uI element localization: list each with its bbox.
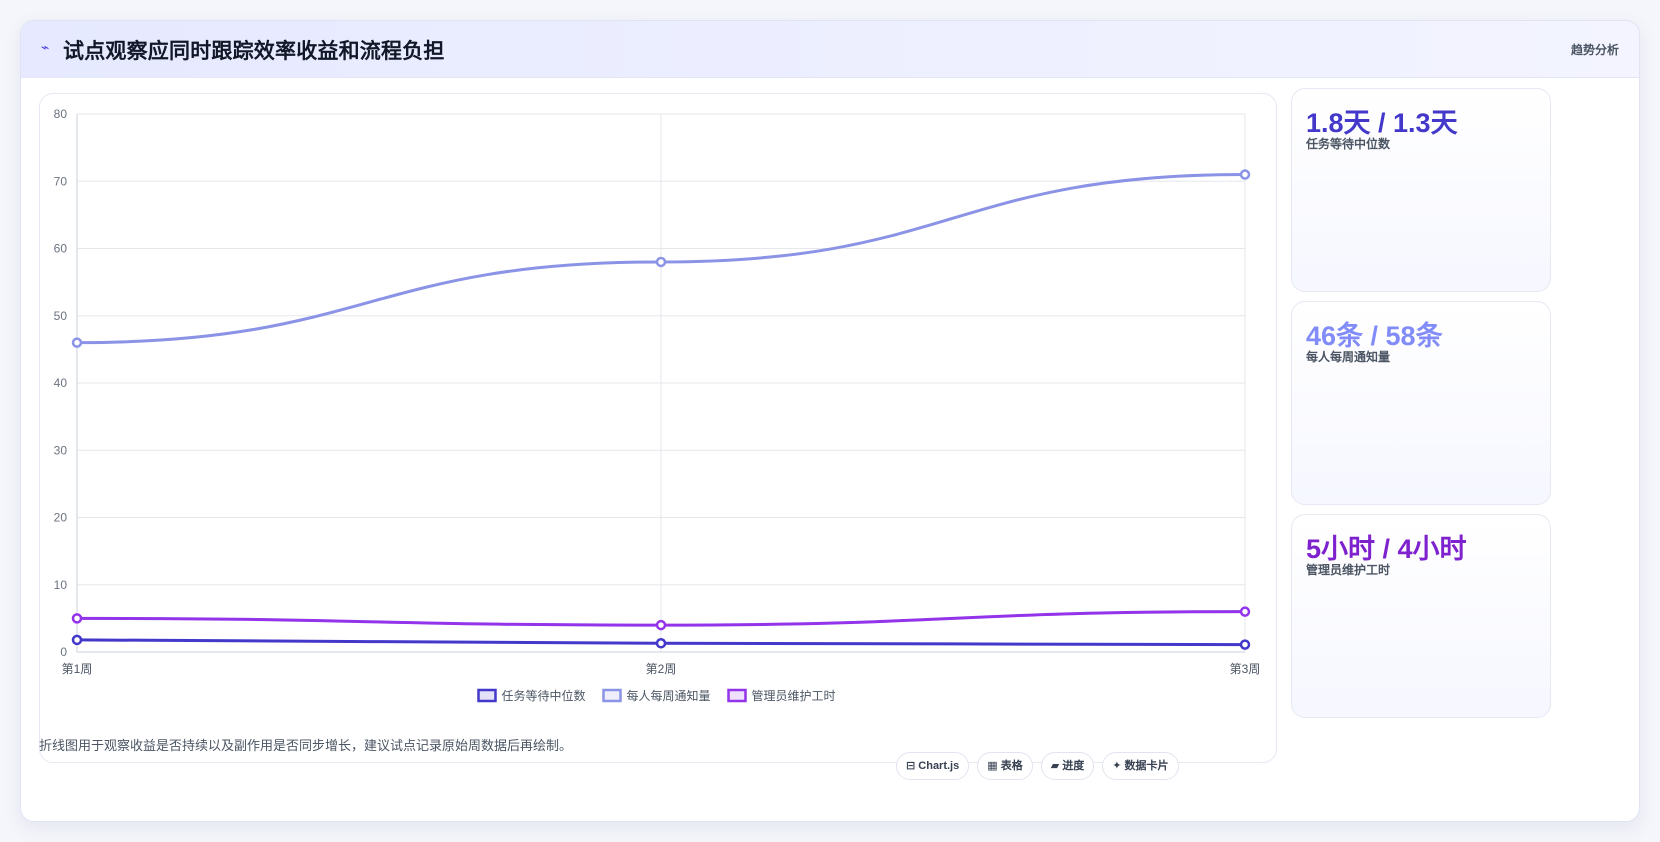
metric-card-admin-hours: 5小时 / 4小时 管理员维护工时 [1291,514,1551,718]
pill-data-card[interactable]: ✦ 数据卡片 [1102,752,1179,780]
footer-note: 折线图用于观察收益是否持续以及副作用是否同步增长，建议试点记录原始周数据后再绘制… [39,738,573,753]
pill-progress[interactable]: ▰ 进度 [1040,752,1095,780]
data-point [655,638,667,649]
y-tick-label: 0 [60,645,67,659]
y-tick-label: 50 [54,309,68,323]
sparkline-icon: ⌁ [41,39,50,55]
data-point [1239,639,1251,650]
data-point [71,337,83,348]
data-point [71,634,83,646]
legend-swatch [602,688,622,703]
x-tick-label: 第1周 [62,662,93,676]
metric-card-wait: 1.8天 / 1.3天 任务等待中位数 [1291,88,1551,292]
metric-label: 任务等待中位数 [1306,137,1391,151]
data-point [1239,169,1251,180]
chart-panel: 0 10 20 30 40 50 60 70 80 第1周 第2周 第3周任务等待中位数 每人每周通知量… [39,93,1277,763]
metric-label: 管理员维护工时 [1306,563,1391,577]
metric-value: 5小时 / 4小时 [1306,534,1467,564]
data-point [655,256,667,268]
tool-pills: ⊟ Chart.js ▦ 表格 ▰ 进度 ✦ 数据卡片 [896,752,1179,780]
metric-value: 1.8天 / 1.3天 [1306,108,1458,138]
pill-table[interactable]: ▦ 表格 [977,752,1033,780]
legend-label: 每人每周通知量 [627,688,711,703]
x-tick-label: 第3周 [1230,662,1261,676]
legend-swatch [727,688,747,703]
trend-analysis-tag: 趋势分析 [1570,43,1619,57]
y-tick-label: 30 [54,443,68,457]
y-tick-label: 20 [54,511,68,525]
y-tick-label: 40 [54,376,68,390]
data-point [655,619,667,631]
metric-label: 每人每周通知量 [1306,350,1391,364]
data-point [1239,606,1251,617]
trend-card: ⌁ 试点观察应同时跟踪效率收益和流程负担 趋势分析 0 10 20 30 40 50 60 7… [20,20,1640,822]
y-tick-label: 80 [54,107,68,121]
pill-label: Chart.js [918,760,960,772]
pill-label: 进度 [1062,760,1085,772]
card-header: ⌁ 试点观察应同时跟踪效率收益和流程负担 趋势分析 [21,21,1639,78]
legend-swatch [477,688,497,703]
pill-chartjs[interactable]: ⊟ Chart.js [896,752,970,780]
metric-value: 46条 / 58条 [1306,321,1443,351]
metric-card-notifications: 46条 / 58条 每人每周通知量 [1291,301,1551,505]
legend-label: 管理员维护工时 [752,688,836,703]
y-tick-label: 70 [54,174,68,188]
card-title: 试点观察应同时跟踪效率收益和流程负担 [63,40,445,63]
pill-label: 表格 [1000,760,1023,772]
data-point [71,613,83,624]
x-tick-label: 第2周 [646,662,677,676]
pill-label: 数据卡片 [1124,760,1169,772]
y-tick-label: 10 [54,578,68,592]
legend-label: 任务等待中位数 [502,688,586,703]
y-tick-label: 60 [54,242,68,256]
